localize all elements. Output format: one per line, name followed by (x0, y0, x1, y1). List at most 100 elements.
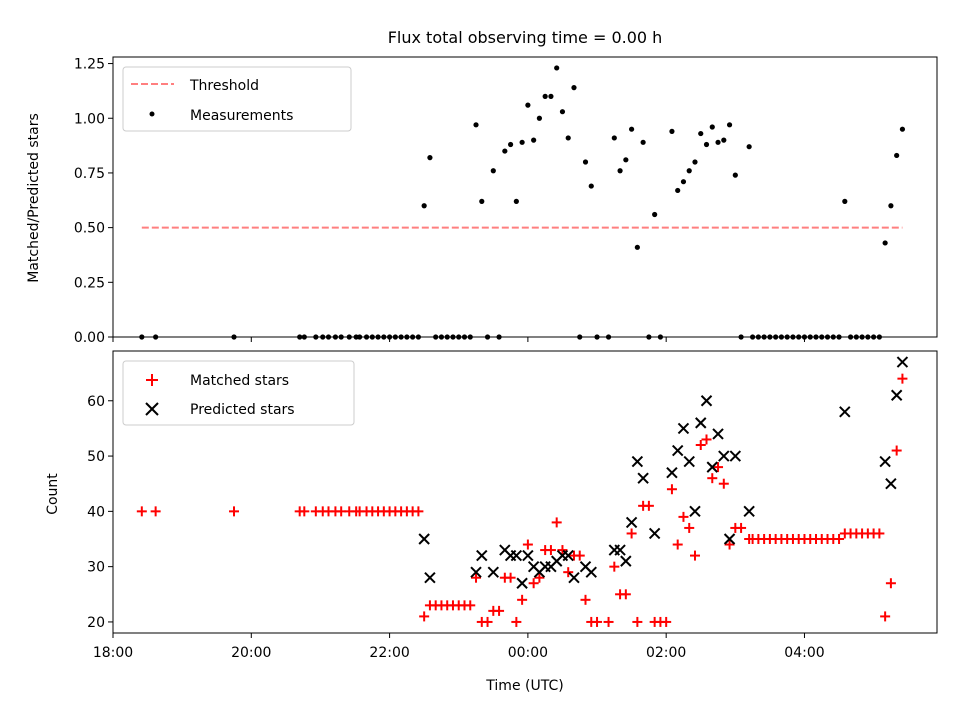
bottom-xtick-label-4: 02:00 (646, 645, 686, 661)
predicted-star-point (689, 505, 701, 518)
predicted-star-point (723, 533, 736, 545)
predicted-star-point (706, 461, 718, 473)
matched-star-point (471, 572, 482, 583)
measurement-point (634, 244, 640, 250)
matched-star-point (150, 506, 161, 517)
matched-star-point (880, 611, 891, 622)
xlabel-time: Time (UTC) (485, 678, 563, 694)
predicted-star-point (418, 533, 430, 545)
measurement-point (726, 122, 733, 128)
measurement-point (675, 187, 681, 194)
legend-measurements-swatch (149, 111, 155, 117)
measurement-point (502, 148, 508, 154)
predicted-star-point (522, 549, 534, 562)
measurement-point (519, 139, 525, 145)
matched-star-point (897, 373, 908, 384)
bottom-axis-ticks: 20 30 40 50 60 18:00 20:00 22:00 00:00 02:00 04:00 (87, 394, 824, 661)
matched-star-point (661, 616, 672, 627)
bottom-legend: Matched stars Predicted stars (122, 360, 355, 426)
measurement-point (582, 159, 589, 165)
top-legend: Threshold Measurements (122, 66, 352, 132)
measurement-point (611, 135, 617, 141)
ylabel-ratio: Matched/Predicted stars (26, 113, 42, 283)
predicted-star-point (516, 577, 528, 589)
predicted-star-point (614, 544, 626, 556)
measurement-point (427, 155, 433, 161)
measurement-point (623, 157, 629, 163)
panel-star-counts: Count Time (UTC) 20 30 40 50 60 18:00 20:00 22:… (45, 350, 938, 694)
matched-star-point (557, 545, 568, 556)
measurement-point (421, 203, 427, 209)
measurement-point (490, 168, 496, 174)
measurement-point (565, 135, 571, 141)
measurement-point (709, 124, 715, 130)
measurement-point (513, 198, 519, 204)
top-ytick-label-3: 0.75 (74, 166, 105, 182)
matched-star-point (592, 616, 603, 627)
matched-star-point (834, 534, 845, 544)
measurement-point (536, 115, 543, 121)
matched-star-point (874, 528, 885, 539)
predicted-star-point (683, 455, 695, 468)
bottom-ytick-label-1: 30 (87, 560, 105, 576)
predicted-star-point (487, 566, 500, 578)
legend-measurements-label: Measurements (190, 108, 293, 124)
matched-star-point (678, 511, 689, 522)
measurement-point (559, 109, 566, 115)
matched-star-point (419, 611, 430, 622)
matched-star-point (724, 539, 735, 550)
matched-star-point (574, 550, 585, 561)
measurement-point (548, 93, 554, 99)
bottom-ytick-label-4: 60 (87, 394, 105, 410)
predicted-star-point (885, 477, 897, 490)
predicted-star-point (568, 571, 580, 584)
matched-star-point (517, 594, 528, 605)
measurement-point (746, 144, 752, 150)
matched-star-point (643, 500, 654, 511)
top-ytick-label-1: 0.25 (74, 275, 105, 291)
predicted-star-point (666, 466, 678, 479)
legend-predicted-swatch (145, 402, 159, 416)
matched-star-point (465, 600, 476, 611)
matched-star-point (684, 522, 695, 533)
measurement-point (531, 137, 537, 143)
matched-star-point (299, 506, 310, 517)
bottom-ytick-label-3: 50 (87, 449, 105, 465)
predicted-star-point (712, 428, 724, 440)
matched-star-point (413, 506, 424, 517)
panel-flux-ratio: Flux total observing time = 0.00 h Match… (26, 28, 938, 346)
legend-matched-swatch (146, 374, 158, 386)
measurement-point (692, 159, 698, 165)
predicted-star-point (677, 422, 690, 435)
predicted-star-point (896, 356, 909, 368)
top-legend-box (122, 66, 352, 132)
legend-matched-label: Matched stars (190, 373, 289, 389)
bottom-xtick-label-0: 18:00 (93, 645, 133, 661)
measurement-point (629, 126, 635, 132)
matched-star-point (511, 616, 522, 627)
measurement-points (139, 65, 906, 340)
predicted-star-point (631, 455, 644, 468)
matched-star-point (707, 473, 718, 484)
matched-star-point (620, 589, 631, 600)
bottom-xtick-label-2: 22:00 (369, 645, 409, 661)
matched-star-point (891, 445, 902, 456)
top-ytick-label-5: 1.25 (74, 57, 105, 73)
top-ytick-label-4: 1.00 (74, 111, 105, 127)
predicted-star-point (510, 549, 523, 562)
predicted-star-point (476, 549, 488, 562)
measurement-point (715, 139, 721, 145)
matched-star-point (494, 605, 505, 616)
top-ytick-label-2: 0.50 (74, 221, 105, 237)
measurement-point (571, 85, 577, 91)
bottom-xtick-label-5: 04:00 (784, 645, 824, 661)
measurement-point (882, 240, 888, 246)
matched-star-point (563, 567, 574, 578)
matched-star-point (689, 550, 700, 561)
predicted-star-point (700, 395, 713, 407)
measurement-point (542, 93, 548, 99)
measurement-point (721, 137, 727, 143)
predicted-star-point (890, 389, 903, 401)
measurement-point (680, 179, 687, 185)
measurement-point (640, 139, 646, 145)
